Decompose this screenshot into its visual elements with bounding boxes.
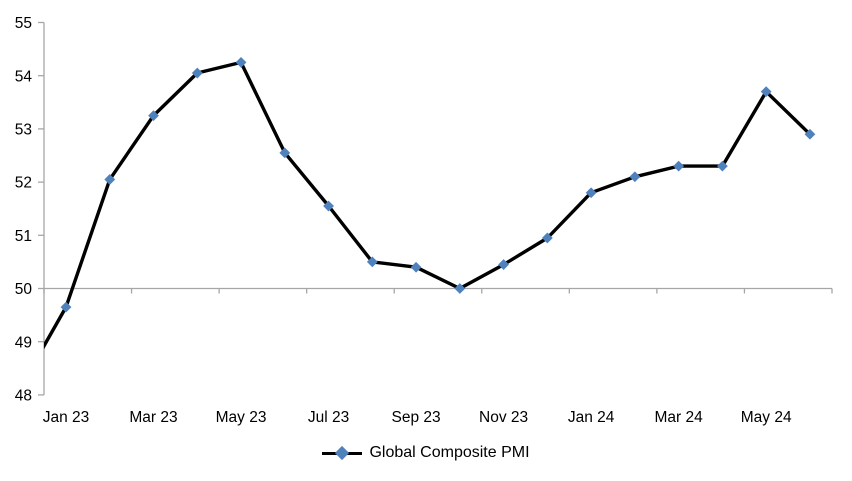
x-tick-label: Nov 23: [479, 409, 528, 426]
y-tick-label: 49: [15, 334, 32, 351]
x-tick-label: Jul 23: [308, 409, 349, 426]
y-tick-label: 53: [15, 122, 32, 139]
data-point-marker: [323, 200, 334, 212]
x-tick-label: May 24: [741, 409, 792, 426]
legend-diamond-icon: [335, 445, 350, 461]
data-point-marker: [804, 128, 816, 140]
data-point-marker: [585, 187, 597, 199]
y-tick-label: 48: [15, 388, 32, 405]
y-tick-label: 55: [15, 15, 32, 32]
x-tick-label: Sep 23: [392, 409, 441, 426]
y-tick-label: 50: [15, 281, 33, 298]
data-point-marker: [235, 57, 247, 68]
data-point-marker: [454, 283, 466, 294]
data-point-marker: [760, 86, 772, 98]
data-point-marker: [717, 160, 728, 172]
x-tick-label: May 23: [216, 409, 267, 426]
data-point-marker: [279, 147, 291, 159]
x-tick-label: Jan 24: [568, 409, 615, 426]
y-tick-label: 52: [15, 175, 32, 192]
data-point-marker: [148, 110, 159, 121]
x-tick-label: Jan 23: [43, 409, 90, 426]
series-group: [44, 57, 816, 350]
data-point-marker: [60, 301, 72, 313]
x-tick-label: Mar 24: [655, 409, 704, 426]
legend-line-sample: [322, 445, 363, 461]
data-point-marker: [673, 160, 685, 172]
data-point-marker: [410, 261, 422, 273]
data-point-marker: [541, 232, 553, 244]
y-tick-label: 54: [15, 68, 33, 85]
x-tick-label: Mar 23: [129, 409, 177, 426]
data-point-marker: [498, 259, 509, 270]
legend: Global Composite PMI: [0, 440, 852, 466]
data-point-marker: [191, 67, 203, 79]
series-line: [44, 60, 812, 350]
data-point-marker: [104, 174, 116, 185]
legend-label: Global Composite PMI: [369, 444, 530, 461]
data-point-marker: [366, 256, 378, 268]
y-tick-label: 51: [15, 228, 32, 245]
data-point-marker: [629, 171, 641, 183]
